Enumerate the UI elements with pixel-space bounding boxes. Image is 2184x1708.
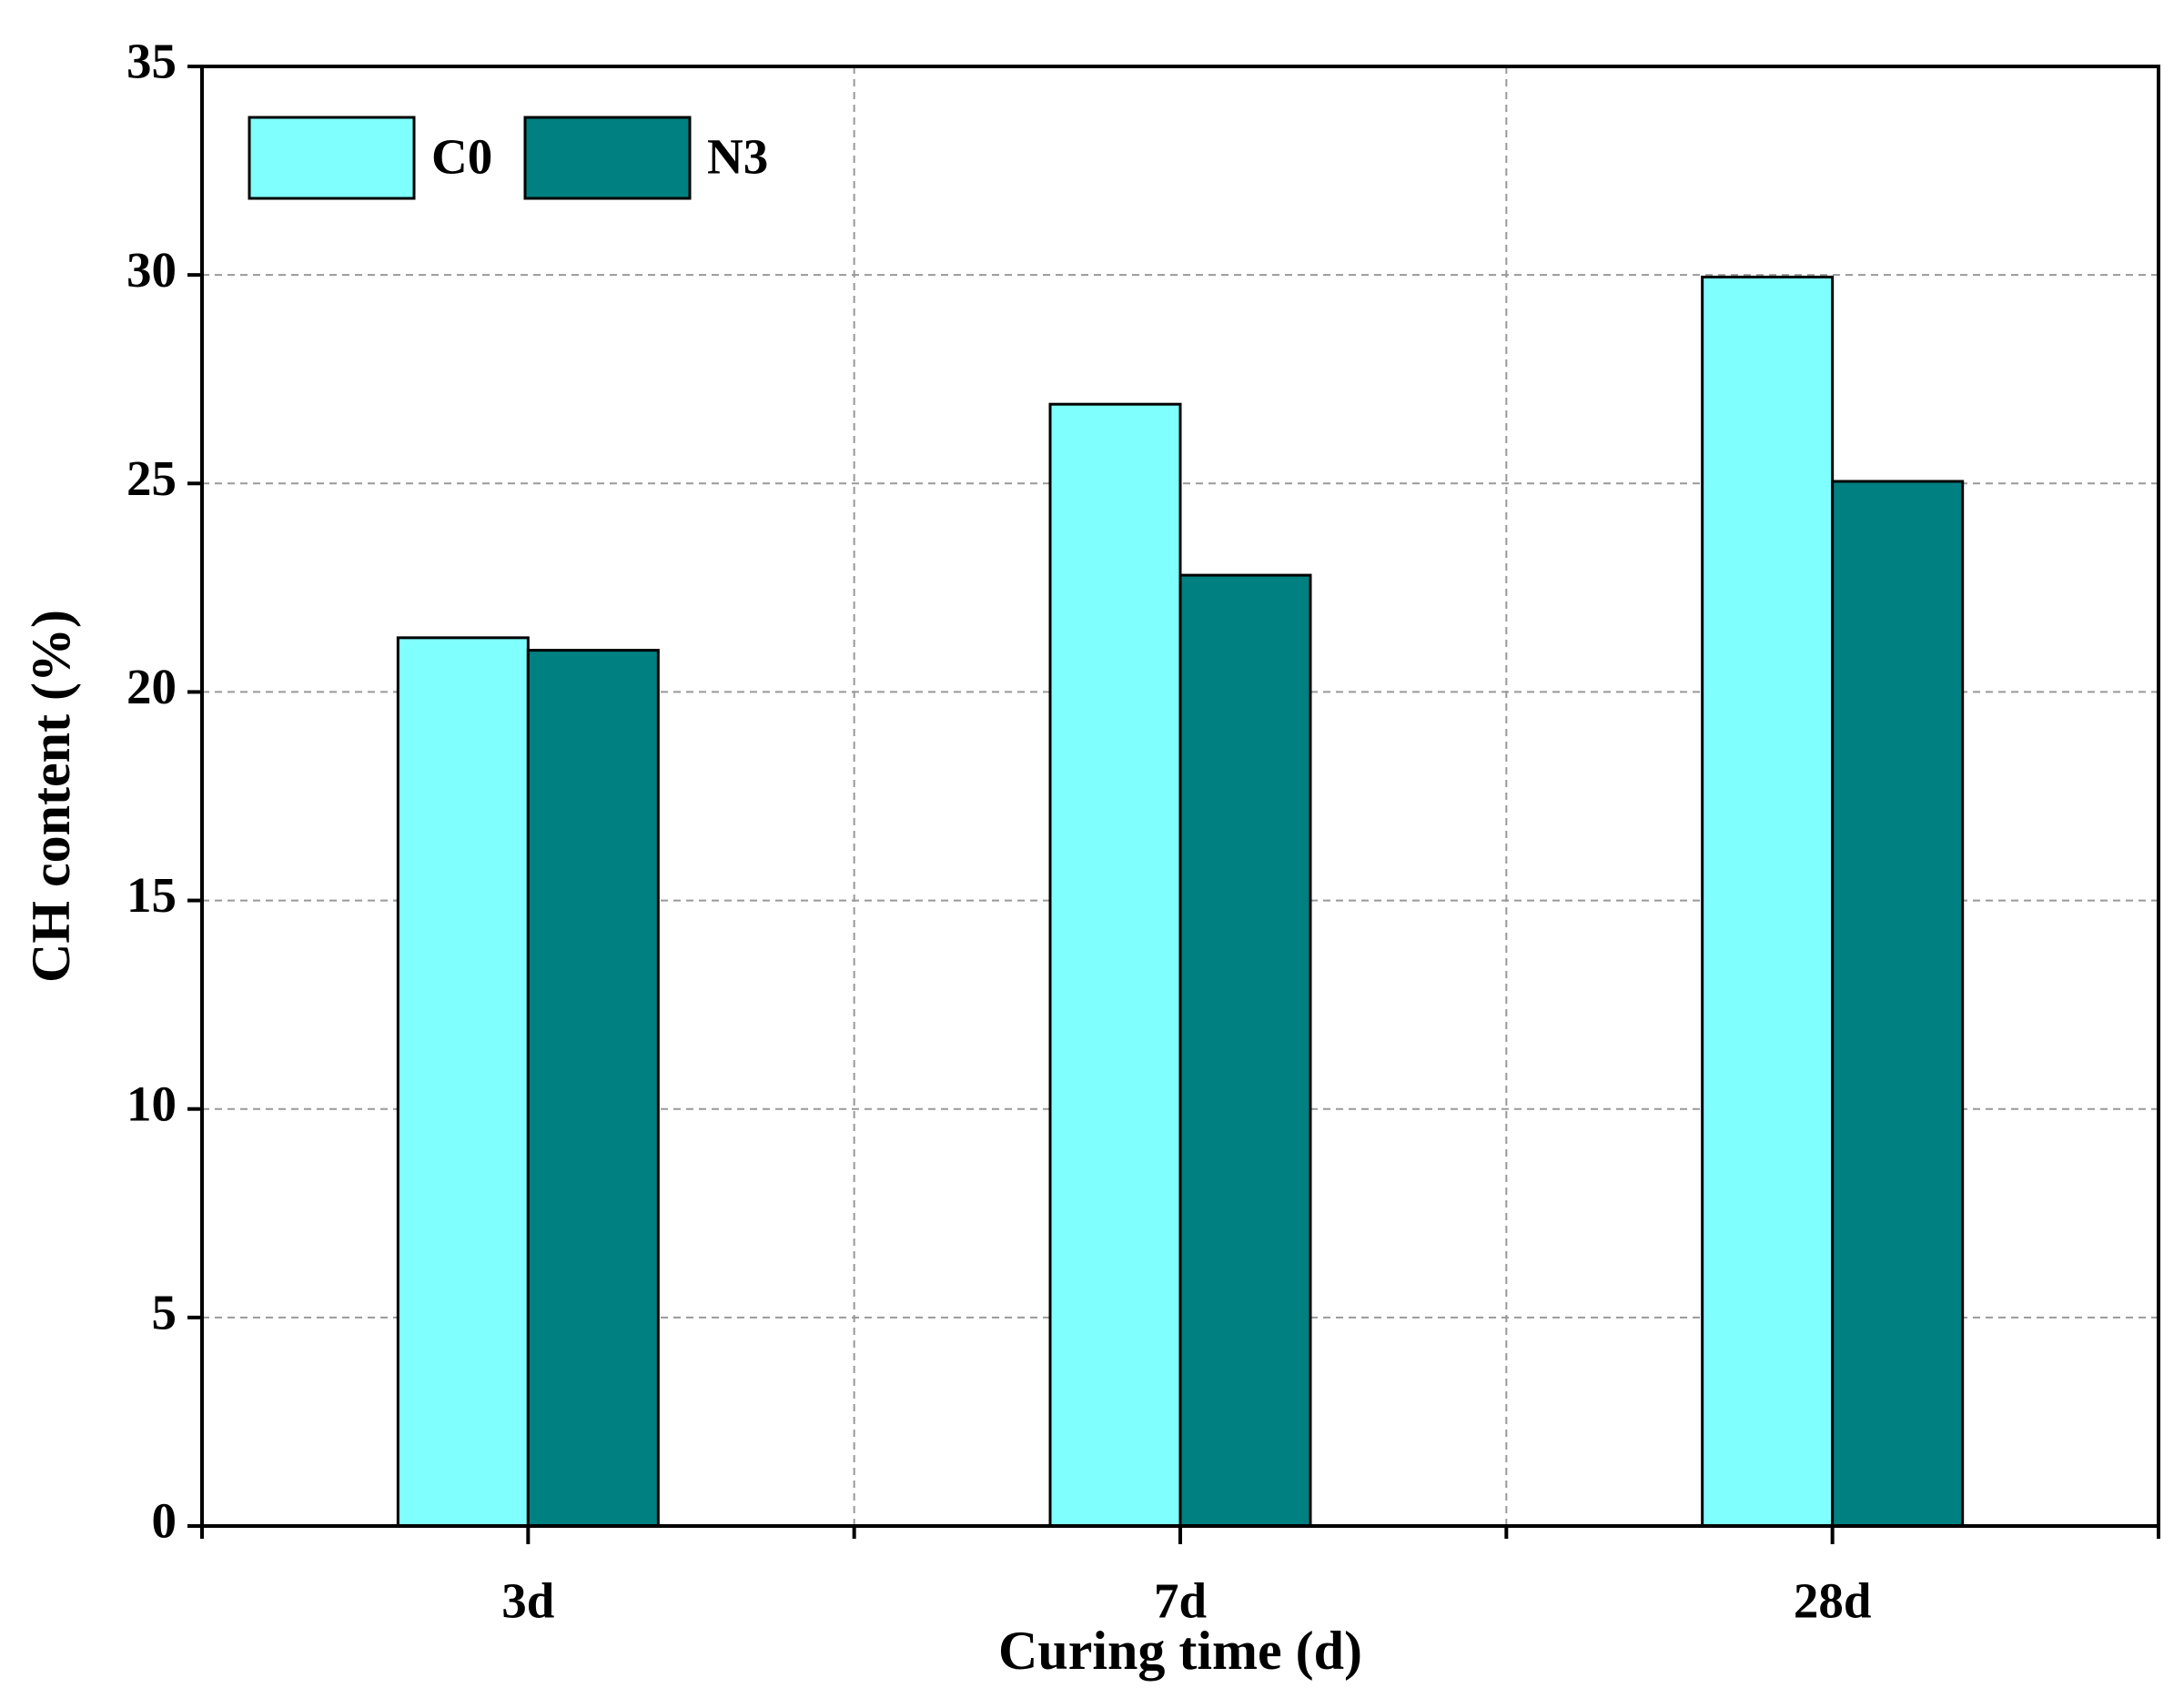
bar <box>1048 402 1182 1528</box>
y-tick-label: 5 <box>152 1284 177 1339</box>
x-tick-label: 7d <box>1154 1573 1207 1629</box>
y-tick-label: 35 <box>126 34 177 89</box>
plot-frame <box>200 65 2160 1528</box>
legend-label: N3 <box>707 129 768 185</box>
bar <box>526 649 660 1528</box>
legend-label: C0 <box>431 129 492 185</box>
x-axis-title: Curing time (d) <box>998 1621 1362 1681</box>
y-tick-label: 0 <box>152 1493 177 1549</box>
y-tick-label: 15 <box>126 867 177 923</box>
legend-swatch <box>248 116 416 200</box>
bar <box>396 636 530 1528</box>
x-tick-label: 28d <box>1794 1573 1872 1629</box>
y-tick-label: 10 <box>126 1076 177 1131</box>
bar <box>1831 480 1965 1528</box>
bar <box>1701 275 1835 1528</box>
bar <box>1178 573 1312 1528</box>
y-axis-title: CH content (%) <box>21 610 81 983</box>
legend-swatch <box>523 116 692 200</box>
x-tick-label: 3d <box>501 1573 554 1629</box>
y-tick-label: 25 <box>126 450 177 506</box>
y-tick-label: 30 <box>126 242 177 298</box>
y-tick-label: 20 <box>126 659 177 714</box>
